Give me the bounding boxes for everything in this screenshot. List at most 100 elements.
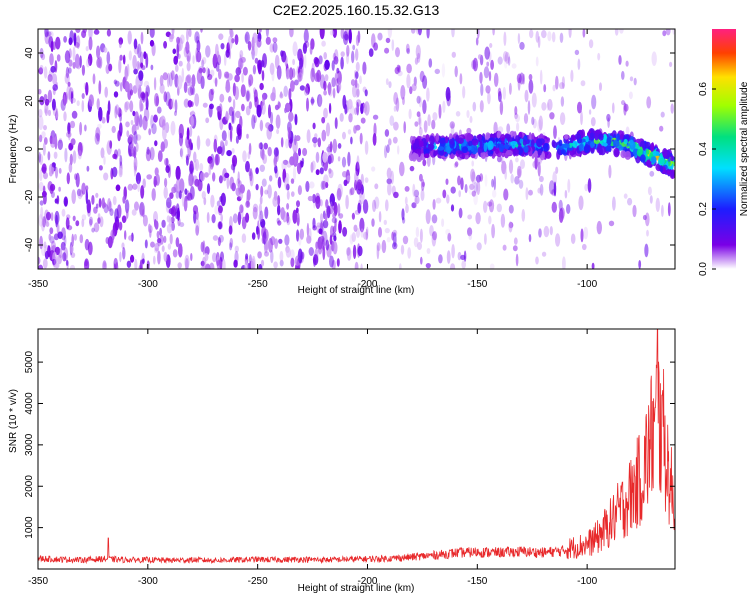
noise-speckle <box>50 40 54 53</box>
noise-speckle <box>388 81 392 89</box>
noise-speckle <box>469 115 473 124</box>
noise-speckle <box>387 182 392 196</box>
noise-speckle <box>169 233 173 245</box>
signal-speckle <box>449 138 454 145</box>
noise-speckle <box>133 146 137 159</box>
noise-speckle <box>225 49 230 58</box>
noise-speckle <box>310 98 315 104</box>
noise-speckle <box>538 228 542 238</box>
noise-speckle <box>166 197 172 209</box>
noise-speckle <box>385 37 391 44</box>
noise-speckle <box>515 114 520 123</box>
noise-speckle <box>186 74 192 84</box>
noise-speckle <box>95 203 99 209</box>
noise-speckle <box>194 178 200 187</box>
noise-speckle <box>329 30 335 36</box>
noise-speckle <box>306 97 309 112</box>
noise-speckle <box>44 108 47 114</box>
signal-speckle <box>428 143 434 151</box>
noise-speckle <box>391 231 395 241</box>
noise-speckle <box>185 135 191 149</box>
noise-speckle <box>264 189 269 195</box>
noise-speckle <box>174 110 177 117</box>
noise-speckle <box>461 260 467 269</box>
noise-speckle <box>299 228 304 240</box>
noise-speckle <box>254 57 259 64</box>
noise-speckle <box>411 202 417 209</box>
noise-speckle <box>371 166 376 172</box>
noise-speckle <box>258 213 264 223</box>
noise-speckle <box>532 118 537 129</box>
noise-speckle <box>496 203 502 213</box>
signal-speckle <box>533 150 539 158</box>
noise-speckle <box>342 31 349 45</box>
noise-speckle <box>39 64 44 73</box>
noise-speckle <box>175 64 179 72</box>
noise-speckle <box>502 51 509 62</box>
noise-speckle <box>185 41 190 54</box>
noise-speckle <box>51 162 56 168</box>
noise-speckle <box>41 163 47 174</box>
noise-speckle <box>345 194 349 210</box>
noise-speckle <box>107 100 111 115</box>
noise-speckle <box>71 233 74 247</box>
noise-speckle <box>359 217 365 233</box>
noise-speckle <box>124 230 127 240</box>
noise-speckle <box>272 37 278 43</box>
noise-speckle <box>535 30 540 43</box>
signal-speckle <box>597 133 604 141</box>
noise-speckle <box>560 96 565 107</box>
noise-speckle <box>115 184 121 192</box>
noise-speckle <box>268 124 274 132</box>
noise-speckle <box>333 56 339 65</box>
noise-speckle <box>515 253 519 267</box>
noise-speckle <box>415 44 421 60</box>
noise-speckle <box>549 226 553 236</box>
noise-speckle <box>619 29 624 34</box>
noise-speckle <box>331 60 335 71</box>
x-tick-label: -350 <box>28 279 48 290</box>
noise-speckle <box>309 181 315 189</box>
noise-speckle <box>239 192 244 200</box>
noise-speckle <box>334 117 338 130</box>
noise-speckle <box>43 241 47 249</box>
noise-speckle <box>50 65 56 73</box>
noise-speckle <box>591 94 597 110</box>
snr-y-label: SNR (10 * v/v) <box>8 389 19 453</box>
noise-speckle <box>539 69 543 85</box>
noise-speckle <box>100 147 105 159</box>
noise-speckle <box>551 31 556 43</box>
noise-speckle <box>359 132 363 145</box>
signal-speckle <box>461 146 469 154</box>
signal-speckle <box>429 135 435 146</box>
noise-speckle <box>319 74 326 89</box>
noise-speckle <box>162 72 168 81</box>
noise-speckle <box>175 178 181 194</box>
noise-speckle <box>334 72 340 79</box>
noise-speckle <box>319 167 324 175</box>
noise-speckle <box>373 42 378 51</box>
noise-speckle <box>189 81 193 88</box>
noise-speckle <box>98 165 103 171</box>
noise-speckle <box>296 212 300 227</box>
noise-speckle <box>259 82 264 91</box>
noise-speckle <box>149 147 155 161</box>
noise-speckle <box>277 220 282 226</box>
noise-speckle <box>387 29 393 39</box>
noise-speckle <box>360 117 366 124</box>
noise-speckle <box>484 174 488 187</box>
noise-speckle <box>212 53 218 69</box>
signal-speckle <box>450 153 455 160</box>
noise-speckle <box>166 223 173 234</box>
noise-speckle <box>235 135 239 144</box>
signal-speckle <box>471 139 479 146</box>
noise-speckle <box>506 123 511 134</box>
noise-speckle <box>493 175 496 191</box>
noise-speckle <box>127 183 133 191</box>
noise-speckle <box>454 161 459 167</box>
noise-speckle <box>560 207 565 219</box>
noise-speckle <box>234 34 239 45</box>
noise-speckle <box>179 178 185 194</box>
noise-speckle <box>160 141 165 152</box>
noise-speckle <box>278 238 283 244</box>
